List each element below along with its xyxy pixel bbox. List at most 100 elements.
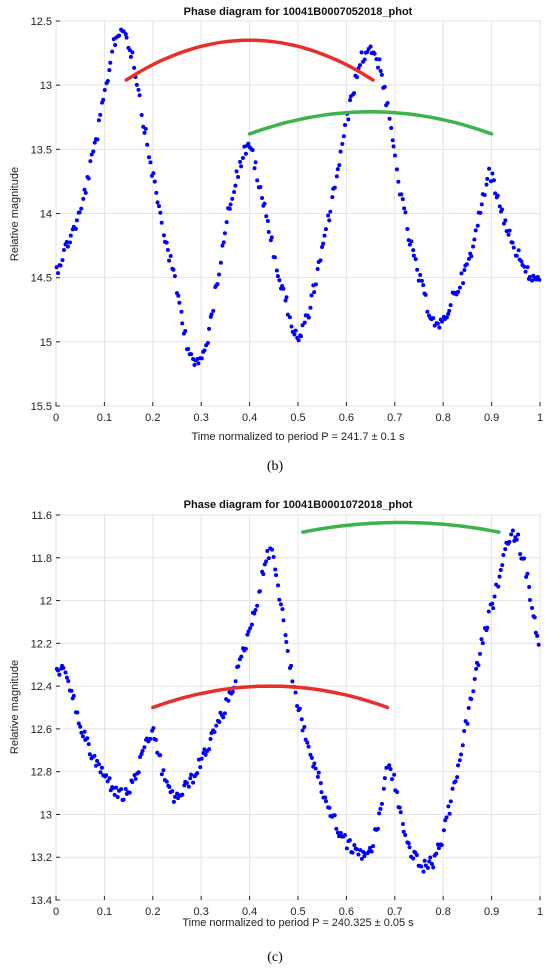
data-point [239,164,244,169]
data-point [171,799,176,804]
data-point [501,221,506,226]
data-point [356,852,361,857]
data-point [385,101,390,106]
data-point [315,774,320,779]
panel-label-b: (b) [266,459,284,474]
x-tick-label: 0.8 [436,906,451,918]
data-point [439,843,444,848]
data-point [203,752,208,757]
data-point [177,300,182,305]
data-point [497,574,502,579]
data-point [107,68,112,73]
data-point [469,697,474,702]
data-point [75,710,80,715]
data-point [198,765,203,770]
data-point [284,295,289,300]
data-point [212,729,217,734]
data-point [153,737,158,742]
data-point [511,245,516,250]
data-point [273,567,278,572]
data-point [389,125,394,130]
data-point [66,679,71,684]
data-point [518,552,523,557]
data-point [83,190,88,195]
data-point [170,789,175,794]
data-point [429,861,434,866]
data-point [375,826,380,831]
data-point [86,742,91,747]
data-point [527,597,532,602]
data-point [71,693,76,698]
data-point [365,49,370,54]
data-point [165,247,170,252]
data-point [224,220,229,225]
data-point [368,845,373,850]
data-point [289,324,294,329]
data-point [114,785,119,790]
data-point [123,32,128,37]
data-point [510,240,515,245]
y-tick-label: 12.6 [31,724,52,736]
y-tick-label: 11.6 [31,510,52,522]
data-point [167,258,172,263]
data-point [523,269,528,274]
x-tick-label: 0.7 [387,906,402,918]
data-point [276,583,281,588]
data-point [382,776,387,781]
data-point [240,155,245,160]
data-point [87,752,92,757]
data-point [293,690,298,695]
data-point [104,773,109,778]
data-point [342,833,347,838]
data-point [338,831,343,836]
data-point [326,213,331,218]
data-point [491,178,496,183]
data-point [337,163,342,168]
data-point [428,855,433,860]
data-point [503,218,508,223]
data-point [76,721,81,726]
data-point [207,326,212,331]
y-tick-label: 12 [40,596,52,608]
data-point [358,848,363,853]
data-point [400,197,405,202]
data-point [92,140,97,145]
data-point [472,676,477,681]
data-point [238,159,243,164]
data-point [359,856,364,861]
data-point [493,191,498,196]
data-point [475,223,480,228]
data-point [501,552,506,557]
data-point [416,278,421,283]
data-point [164,779,169,784]
data-point [250,147,255,152]
data-point [305,740,310,745]
data-point [536,642,541,647]
data-point [422,858,427,863]
data-point [182,783,187,788]
y-tick-label: 13.4 [31,895,52,907]
data-point [435,321,440,326]
data-point [419,864,424,869]
data-point [447,811,452,816]
data-point [161,233,166,238]
data-point [186,347,191,352]
x-tick-label: 0.6 [339,412,354,424]
data-point [195,771,200,776]
data-point [527,584,532,589]
data-point [192,362,197,367]
data-point [503,547,508,552]
data-point [266,229,271,234]
data-point [152,179,157,184]
data-point [462,729,467,734]
data-point [111,786,116,791]
data-point [132,65,137,70]
data-point [189,352,194,357]
data-point [145,142,150,147]
data-point [239,654,244,659]
data-point [79,206,84,211]
data-point [146,155,151,160]
x-tick-label: 1 [537,412,543,424]
data-point [275,274,280,279]
data-point [372,51,377,56]
